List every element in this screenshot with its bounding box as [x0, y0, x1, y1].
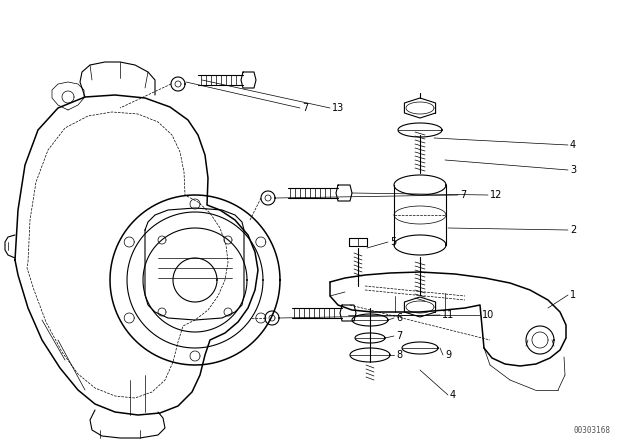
Text: 7: 7	[396, 331, 403, 341]
Text: 12: 12	[490, 190, 502, 200]
Text: 4: 4	[570, 140, 576, 150]
Text: 6: 6	[396, 313, 402, 323]
Text: 7: 7	[302, 103, 308, 113]
Text: 7: 7	[460, 190, 467, 200]
Text: 10: 10	[482, 310, 494, 320]
Text: 9: 9	[445, 350, 451, 360]
Text: 00303168: 00303168	[573, 426, 610, 435]
Text: 3: 3	[570, 165, 576, 175]
Text: 2: 2	[570, 225, 576, 235]
Text: 4: 4	[450, 390, 456, 400]
Text: 8: 8	[396, 350, 402, 360]
Text: 11: 11	[442, 310, 454, 320]
Text: 5: 5	[390, 237, 396, 247]
Text: 1: 1	[570, 290, 576, 300]
Text: 13: 13	[332, 103, 344, 113]
